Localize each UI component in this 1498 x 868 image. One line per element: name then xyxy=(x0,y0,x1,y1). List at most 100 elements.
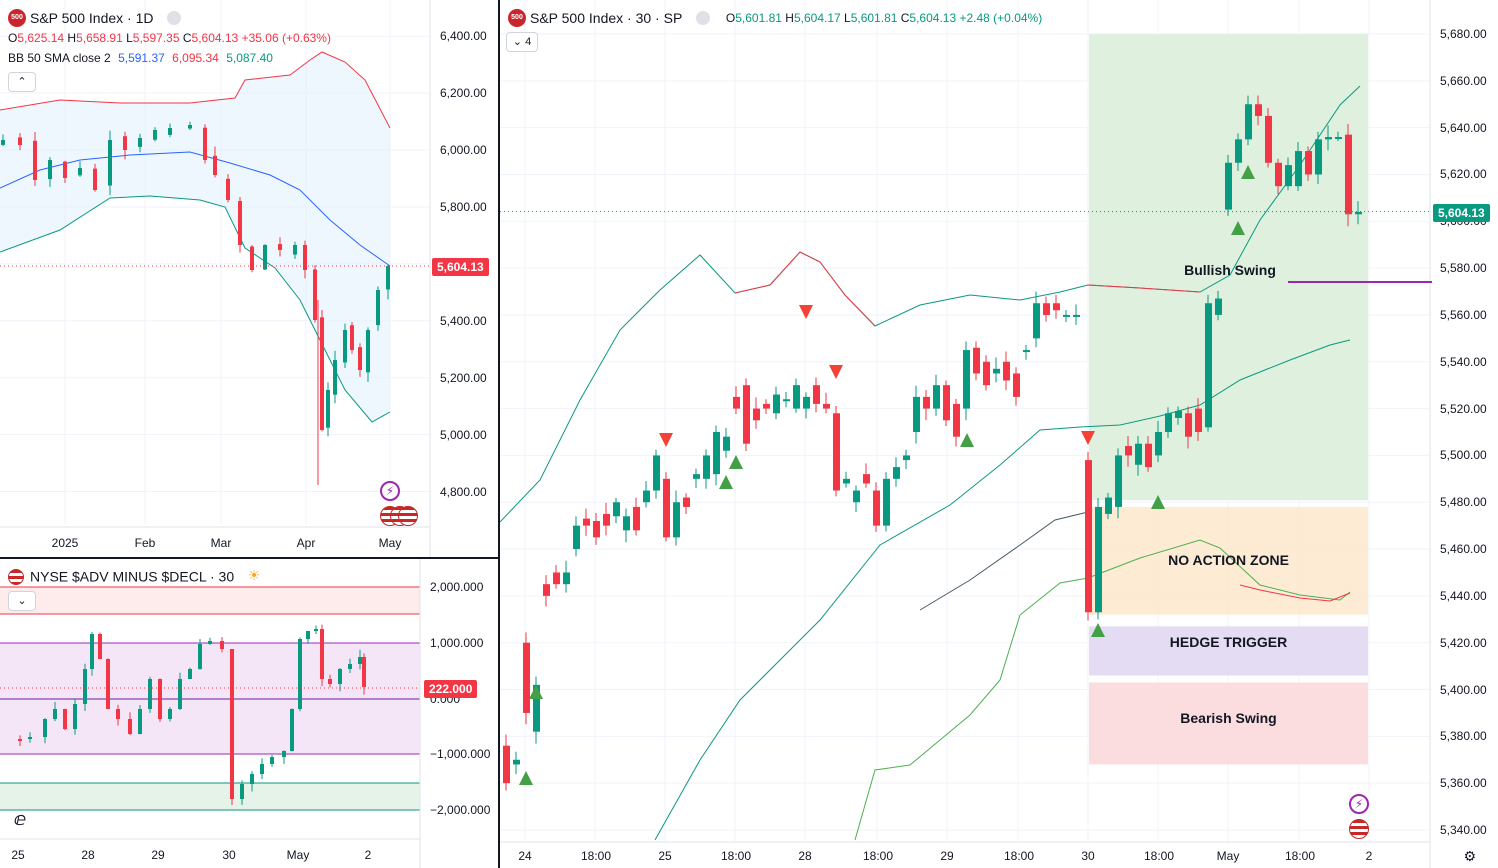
candle-body xyxy=(913,396,920,432)
settings-dot-icon[interactable] xyxy=(167,11,182,25)
bb-upper-value: 6,095.34 xyxy=(172,51,219,65)
candle-body xyxy=(376,290,380,326)
candle-body xyxy=(240,784,244,799)
candle-body xyxy=(328,679,332,684)
bb-fill xyxy=(0,52,390,422)
mid-band-dark-segment xyxy=(919,511,1089,611)
upper-band-red-segment xyxy=(734,251,876,327)
candle-body xyxy=(290,709,294,751)
candle-body xyxy=(1205,303,1212,428)
x-tick-label: 28 xyxy=(81,848,95,862)
x-tick-label: 2025 xyxy=(51,536,79,550)
candle-body xyxy=(1003,361,1010,381)
candle-body xyxy=(18,137,22,145)
candle-body xyxy=(883,478,890,526)
candle-body xyxy=(1355,211,1362,215)
close-value: 5,604.13 xyxy=(909,11,957,25)
x-tick-label: 2 xyxy=(364,848,372,862)
chevron-up-icon[interactable]: ⌃ xyxy=(8,72,36,92)
y-tick-label: 5,400.00 xyxy=(1440,682,1487,697)
daily-chart-pane[interactable]: 500 S&P 500 Index · 1D O5,625.14 H5,658.9… xyxy=(0,0,498,557)
intraday-chart-pane[interactable]: 500 S&P 500 Index · 30 · SP O5,601.81 H5,… xyxy=(500,0,1498,868)
pane-divider[interactable] xyxy=(498,0,500,868)
buy-signal-marker xyxy=(529,685,543,699)
candle-body xyxy=(343,330,347,363)
bearish-swing-zone xyxy=(1089,682,1368,765)
sell-signal-marker xyxy=(799,305,813,319)
pane-divider[interactable] xyxy=(0,557,498,559)
x-tick-label: Feb xyxy=(134,536,156,550)
chart-title[interactable]: S&P 500 Index · 1D xyxy=(30,10,154,26)
candle-body xyxy=(613,502,620,517)
bb-legend-row[interactable]: BB 50 SMA close 2 5,591.37 6,095.34 5,08… xyxy=(8,50,273,66)
candle-body xyxy=(1315,139,1322,175)
y-tick-label: 5,340.00 xyxy=(1440,823,1487,837)
candle-body xyxy=(386,266,390,290)
y-tick-label: 5,620.00 xyxy=(1440,167,1487,182)
indicators-toggle-button[interactable]: ⌄ 4 xyxy=(506,32,538,52)
daily-chart-canvas[interactable] xyxy=(0,0,498,557)
intraday-chart-canvas[interactable] xyxy=(500,0,1498,868)
breadth-title[interactable]: NYSE $ADV MINUS $DECL · 30 xyxy=(30,568,235,585)
bb-lower-line xyxy=(0,195,391,423)
candle-body xyxy=(93,168,97,190)
candle-body xyxy=(573,525,580,550)
chevron-down-icon[interactable]: ⌄ xyxy=(8,591,36,611)
candle-body xyxy=(1165,413,1172,432)
y-tick-label: 5,400.00 xyxy=(440,313,487,328)
candle-body xyxy=(90,634,94,669)
candle-body xyxy=(314,629,318,631)
candle-body xyxy=(1105,497,1112,514)
chart-title[interactable]: S&P 500 Index · 30 · SP xyxy=(530,10,683,26)
candle-body xyxy=(106,659,110,709)
candle-body xyxy=(1225,162,1232,210)
y-tick-label: 5,200.00 xyxy=(440,370,487,385)
us-flag-icon[interactable] xyxy=(1349,819,1369,839)
intraday-legend: 500 S&P 500 Index · 30 · SP O5,601.81 H5,… xyxy=(508,9,1042,27)
candle-body xyxy=(293,245,297,255)
indicator-count: 4 xyxy=(525,36,532,48)
candle-body xyxy=(1305,151,1312,175)
y-tick-label: 5,500.00 xyxy=(1440,448,1487,463)
tradingview-logo-icon[interactable]: ⅇ xyxy=(14,809,27,829)
candle-body xyxy=(723,436,730,451)
candle-body xyxy=(593,520,600,538)
candle-body xyxy=(1215,298,1222,315)
symbol-badge: 500 xyxy=(8,9,26,27)
candle-body xyxy=(116,709,120,719)
x-tick-label: 28 xyxy=(798,849,812,863)
y-tick-label: 6,400.00 xyxy=(440,29,487,44)
bullish-swing-zone xyxy=(1089,34,1368,501)
x-tick-label: 18:00 xyxy=(863,849,894,863)
candle-body xyxy=(503,745,510,784)
candle-body xyxy=(153,130,157,140)
candle-body xyxy=(1085,460,1092,613)
breadth-chart-canvas[interactable] xyxy=(0,559,498,868)
y-tick-label: −2,000.000 xyxy=(430,803,491,817)
candle-body xyxy=(743,385,750,444)
candle-body xyxy=(1073,314,1080,317)
candle-body xyxy=(1195,408,1202,432)
buy-signal-marker xyxy=(1231,221,1245,235)
gear-icon[interactable]: ⚙ xyxy=(1463,848,1476,864)
open-value: 5,625.14 xyxy=(17,31,65,45)
buy-signal-marker xyxy=(1241,165,1255,179)
candle-body xyxy=(583,518,590,526)
lightning-icon[interactable]: ⚡ xyxy=(380,481,400,501)
change-value: +35.06 (+0.63%) xyxy=(241,31,331,45)
candle-body xyxy=(1155,432,1162,456)
breadth-chart-pane[interactable]: NYSE $ADV MINUS $DECL · 30 ☀ ⌄ 222.000 2… xyxy=(0,559,498,868)
x-tick-label: 29 xyxy=(940,849,954,863)
lightning-icon[interactable]: ⚡ xyxy=(1349,794,1369,814)
candle-body xyxy=(1023,350,1030,353)
settings-dot-icon[interactable] xyxy=(696,11,711,25)
candle-body xyxy=(18,739,22,741)
x-tick-label: Apr xyxy=(296,536,316,550)
candle-body xyxy=(1125,446,1132,456)
y-tick-label: 6,000.00 xyxy=(440,143,487,158)
candle-body xyxy=(953,403,960,437)
candle-body xyxy=(73,704,77,729)
candle-body xyxy=(1013,373,1020,397)
candle-body xyxy=(313,269,317,320)
open-value: 5,601.81 xyxy=(735,11,782,25)
